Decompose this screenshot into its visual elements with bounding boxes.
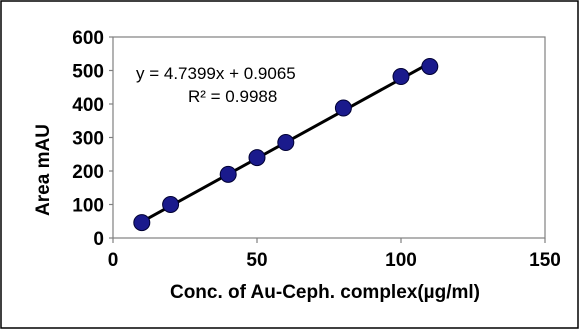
x-axis-ticks: 0 50 100 150 (108, 238, 561, 271)
y-tick-label: 600 (72, 28, 104, 49)
data-point (219, 165, 237, 183)
x-tick-label: 100 (385, 250, 417, 271)
y-tick-label: 300 (72, 129, 104, 150)
data-point (392, 68, 410, 86)
y-tick-label: 100 (72, 196, 104, 217)
x-axis-title: Conc. of Au-Ceph. complex(µg/ml) (170, 282, 480, 303)
x-tick-label: 150 (529, 250, 561, 271)
r-squared-label: R² = 0.9988 (188, 87, 277, 106)
plot-area (112, 36, 546, 239)
x-tick-label: 0 (108, 250, 119, 271)
y-tick-label: 200 (72, 162, 104, 183)
trendline-equation: y = 4.7399x + 0.9065 (136, 64, 296, 83)
y-tick-label: 0 (93, 229, 104, 250)
x-tick-label: 50 (246, 250, 267, 271)
data-point (277, 134, 295, 152)
data-points (133, 57, 439, 232)
data-point (334, 99, 352, 117)
data-point (133, 214, 151, 232)
y-tick-label: 500 (72, 62, 104, 83)
y-tick-label: 400 (72, 95, 104, 116)
y-axis-ticks: 0 100 200 300 400 500 600 (72, 28, 113, 250)
data-point (421, 57, 439, 75)
data-point (162, 196, 180, 213)
y-axis-title: Area mAU (33, 124, 54, 216)
data-point (248, 149, 266, 167)
